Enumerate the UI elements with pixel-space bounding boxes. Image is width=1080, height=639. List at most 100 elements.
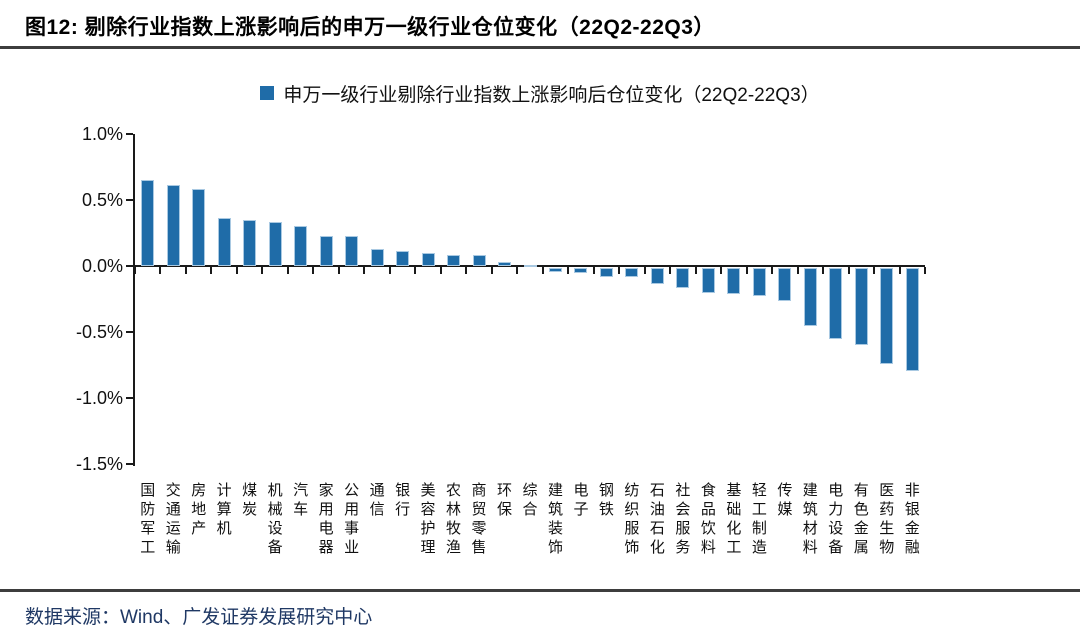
x-axis-label: 机械设备 [267, 482, 283, 556]
y-axis-label: 0.5% [81, 190, 123, 210]
x-axis-tick [592, 267, 595, 274]
x-axis-label: 国防军工 [140, 482, 156, 556]
x-axis-label: 汽车 [293, 482, 309, 518]
x-axis-tick [822, 267, 825, 274]
bar [319, 235, 333, 266]
bar [294, 226, 308, 266]
x-axis-label: 食品饮料 [700, 482, 716, 556]
x-axis-tick [618, 267, 621, 274]
bar [854, 268, 868, 345]
x-axis-tick [134, 267, 136, 274]
x-axis-label: 电子 [573, 482, 589, 518]
x-axis-label: 公用事业 [344, 482, 360, 556]
y-axis-tick [126, 265, 133, 267]
bar [217, 218, 231, 266]
y-axis-tick [126, 463, 133, 465]
x-axis-label: 交通运输 [165, 482, 181, 556]
x-axis-tick [465, 267, 468, 274]
bar [421, 252, 435, 266]
bar-chart: 1.0% 0.5% 0.0% -0.5% -1.0% -1.5% 国防军工交通运输房地产计… [76, 124, 926, 556]
chart-legend: 申万一级行业剔除行业指数上涨影响后仓位变化（22Q2-22Q3） [0, 80, 1080, 106]
bar [345, 235, 359, 266]
bar [574, 268, 588, 274]
x-axis-label: 商贸零售 [471, 482, 487, 556]
bar [599, 268, 613, 278]
x-axis-tick [898, 267, 901, 274]
x-axis-label: 计算机 [216, 482, 232, 537]
y-axis-label: -1.5% [75, 454, 123, 474]
x-axis-label: 社会服务 [675, 482, 691, 556]
figure-title: 图12: 剔除行业指数上涨影响后的申万一级行业仓位变化（22Q2-22Q3） [25, 16, 715, 39]
bar [625, 268, 639, 278]
x-axis-tick [414, 267, 417, 274]
y-axis-label: 0.0% [81, 256, 123, 276]
x-axis-tick [720, 267, 723, 274]
x-axis-label: 非银金融 [904, 482, 920, 556]
x-axis-tick [388, 267, 391, 274]
x-axis-tick [235, 267, 238, 274]
x-axis-label: 房地产 [191, 482, 207, 537]
bar [396, 251, 410, 266]
x-axis-tick [261, 267, 264, 274]
y-axis-label: -1.0% [75, 388, 123, 408]
y-axis-tick [126, 397, 133, 399]
x-axis-tick [567, 267, 570, 274]
x-axis-tick [337, 267, 340, 274]
bar [727, 268, 741, 295]
x-axis-tick [363, 267, 366, 274]
bar [803, 268, 817, 327]
bar [268, 222, 282, 266]
title-divider [0, 46, 1080, 49]
x-axis-tick [516, 267, 519, 274]
data-source: 数据来源：Wind、广发证券发展研究中心 [25, 607, 373, 628]
bar [447, 255, 461, 266]
x-axis-label: 医药生物 [879, 482, 895, 556]
x-axis-tick [873, 267, 876, 274]
x-axis-tick [771, 267, 774, 274]
x-axis-label: 电力设备 [828, 482, 844, 556]
bar [701, 268, 715, 294]
bar [880, 268, 894, 365]
bar [752, 268, 766, 296]
bar [370, 248, 384, 266]
x-axis-tick [184, 267, 187, 274]
bar [192, 189, 206, 266]
x-axis-label: 钢铁 [598, 482, 614, 518]
bar [676, 268, 690, 288]
bar [141, 180, 155, 266]
bar [166, 185, 180, 266]
x-axis-tick [694, 267, 697, 274]
legend-label: 申万一级行业剔除行业指数上涨影响后仓位变化（22Q2-22Q3） [283, 84, 820, 106]
x-axis-label: 基础化工 [726, 482, 742, 556]
x-axis-label: 通信 [369, 482, 385, 518]
x-axis-label: 农林牧渔 [446, 482, 462, 556]
x-axis-tick [312, 267, 315, 274]
bar [243, 219, 257, 266]
x-axis-tick [924, 267, 926, 274]
y-axis-line [133, 134, 135, 466]
bar [548, 268, 562, 272]
bar [829, 268, 843, 340]
x-axis-tick [439, 267, 442, 274]
x-axis-tick [159, 267, 162, 274]
x-axis-label: 银行 [395, 482, 411, 518]
x-axis-tick [669, 267, 672, 274]
legend-marker-icon [260, 86, 275, 100]
x-axis-label: 综合 [522, 482, 538, 518]
bar [498, 262, 512, 266]
x-axis-label: 环保 [497, 482, 513, 518]
x-axis-tick [541, 267, 544, 274]
bar [650, 268, 664, 284]
x-axis-tick [490, 267, 493, 274]
x-axis-label: 建筑材料 [802, 482, 818, 556]
x-axis-label: 纺织服饰 [624, 482, 640, 556]
y-axis-label: 1.0% [81, 124, 123, 144]
y-axis-tick [126, 331, 133, 333]
y-axis-tick [126, 199, 133, 201]
x-axis-tick [643, 267, 646, 274]
x-axis-tick [847, 267, 850, 274]
x-axis-label: 轻工制造 [751, 482, 767, 556]
x-axis-tick [796, 267, 799, 274]
x-axis-tick [745, 267, 748, 274]
